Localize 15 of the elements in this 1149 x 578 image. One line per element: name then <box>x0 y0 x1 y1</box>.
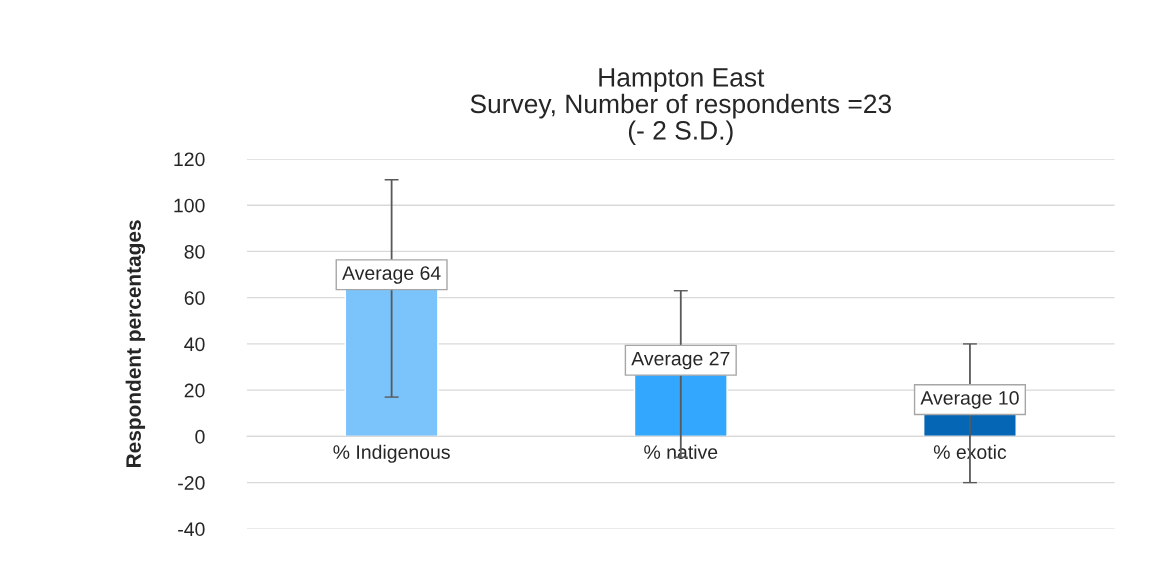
y-tick-label: 100 <box>174 198 205 213</box>
y-tick-label: 80 <box>184 244 205 259</box>
y-tick-label: 20 <box>184 383 205 398</box>
chart-title: Hampton East Survey, Number of respondents =23 (- 2 S.D.) <box>470 68 891 145</box>
y-tick-label: 0 <box>195 429 205 444</box>
y-axis-title: Respondent percentages <box>125 220 146 467</box>
y-tick-label: -40 <box>178 522 205 537</box>
y-tick-label: 40 <box>184 337 205 352</box>
y-tick-label: 120 <box>174 152 205 167</box>
x-tick-label: % Indigenous <box>333 444 450 463</box>
y-tick-label: 60 <box>184 291 205 305</box>
data-label: Average 27 <box>631 351 730 370</box>
y-tick-label: -20 <box>178 476 205 490</box>
data-label: Average 10 <box>920 391 1019 409</box>
data-label: Average 64 <box>342 266 441 284</box>
